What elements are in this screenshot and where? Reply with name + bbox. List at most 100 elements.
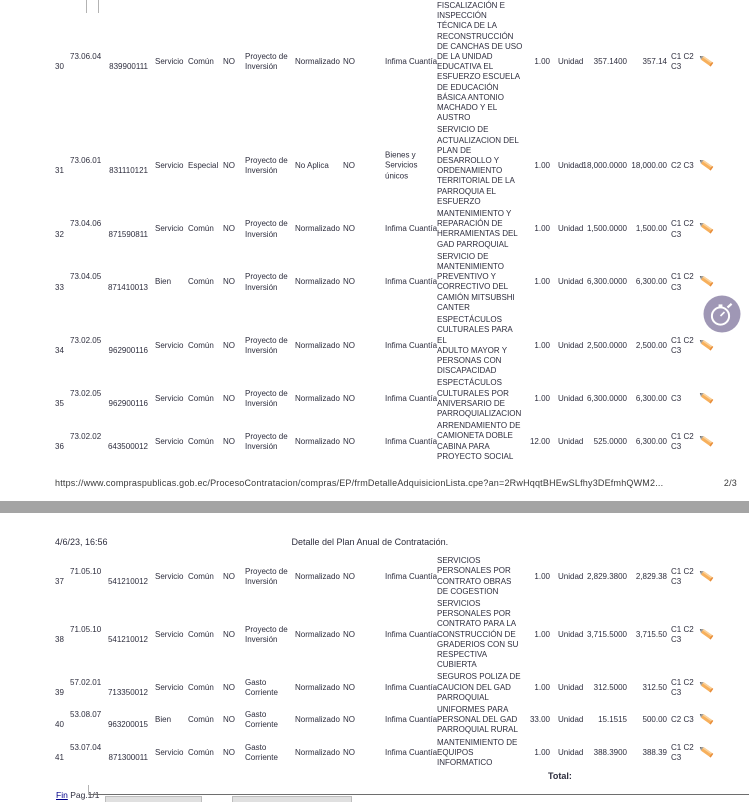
item-code: 541210012 [107, 634, 148, 644]
edit-pencil-icon[interactable] [698, 390, 716, 407]
item-code: 839900111 [109, 62, 148, 72]
normalizado-label: Normalizado [295, 340, 340, 350]
budget-code: 53.07.04 [70, 742, 102, 752]
edit-button[interactable] [698, 712, 716, 729]
edit-button[interactable] [698, 433, 716, 450]
edit-pencil-icon[interactable] [698, 679, 716, 696]
tipo-presupuesto-cell: Proyecto de Inversión [245, 272, 288, 292]
description-cell: SERVICIO DE MANTENIMIENTO PREVENTIVO Y C… [437, 251, 515, 312]
budget-code: 73.06.04 [70, 52, 102, 62]
normalizado-cell: No Aplica NO [295, 161, 355, 171]
edit-pencil-icon[interactable] [698, 274, 716, 291]
item-code: 541210012 [107, 576, 148, 586]
flag-cell: NO [223, 393, 235, 403]
normalizado-cell: Normalizado NO [295, 394, 355, 404]
budget-code: 71.05.10 [70, 624, 102, 634]
edit-pencil-icon[interactable] [698, 626, 716, 643]
cantidad-cell: 1.00 [534, 340, 550, 350]
unidad-cell: Unidad [558, 571, 584, 581]
costo-unitario-cell: 388.3900 [593, 747, 627, 757]
normalizado-flag: NO [343, 277, 355, 287]
edit-button[interactable] [698, 158, 716, 175]
tipo-regimen-cell: Común [188, 715, 214, 725]
edit-pencil-icon[interactable] [698, 337, 716, 354]
tipo-compra-cell: Servicio [155, 436, 184, 446]
normalizado-flag: NO [343, 629, 355, 639]
edit-pencil-icon[interactable] [698, 54, 716, 71]
edit-pencil-icon[interactable] [698, 433, 716, 450]
unidad-cell: Unidad [558, 393, 584, 403]
edit-button[interactable] [698, 221, 716, 238]
edit-button[interactable] [698, 744, 716, 761]
tipo-presupuesto-cell: Proyecto de Inversión [245, 431, 288, 451]
edit-pencil-icon[interactable] [698, 712, 716, 729]
partida-cell: 73.06.04 30 839900111 [55, 52, 148, 72]
normalizado-flag: NO [343, 161, 355, 171]
flag-cell: NO [223, 224, 235, 234]
page-separator-bar [0, 501, 749, 514]
normalizado-cell: Normalizado NO [295, 57, 355, 67]
costo-unitario-cell: 525.0000 [593, 436, 627, 446]
budget-code: 73.04.06 [70, 219, 102, 229]
row-number-line: 33 871410013 [55, 282, 148, 292]
tipo-presupuesto-cell: Gasto Corriente [245, 710, 278, 730]
tipo-compra-cell: Servicio [155, 57, 184, 67]
costo-total-cell: 6,300.00 [635, 393, 667, 403]
costo-unitario-cell: 15.1515 [598, 715, 627, 725]
edit-button[interactable] [698, 626, 716, 643]
row-number-line: 39 713350012 [55, 688, 148, 698]
row-number-line: 34 962900116 [55, 346, 148, 356]
tipo-presupuesto-cell: Proyecto de Inversión [245, 156, 288, 176]
procedimiento-cell: Infima Cuantía [385, 277, 438, 287]
normalizado-flag: NO [343, 436, 355, 446]
normalizado-label: No Aplica [295, 161, 329, 171]
row-number-line: 37 541210012 [55, 577, 148, 587]
edit-pencil-icon[interactable] [698, 221, 716, 238]
row-number-line: 35 962900116 [55, 399, 148, 409]
normalizado-label: Normalizado [295, 629, 340, 639]
normalizado-cell: Normalizado NO [295, 436, 355, 446]
edit-button[interactable] [698, 679, 716, 696]
fin-link[interactable]: Fin [56, 790, 68, 801]
tipo-regimen-cell: Común [188, 277, 214, 287]
tipo-compra-cell: Servicio [155, 747, 184, 757]
item-code: 871410013 [107, 282, 148, 292]
normalizado-cell: Normalizado NO [295, 571, 355, 581]
tipo-regimen-cell: Común [188, 224, 214, 234]
table-row: SERVICIOS PERSONALES POR CONTRATO OBRAS … [0, 555, 749, 598]
cantidad-cell: 1.00 [534, 747, 550, 757]
tipo-regimen-cell: Común [188, 682, 214, 692]
edit-button[interactable] [698, 390, 716, 407]
stopwatch-overlay-icon[interactable] [703, 295, 741, 333]
partida-cell: 73.06.01 31 831110121 [55, 156, 148, 176]
table-row: MANTENIMIENTO DE EQUIPOS INFORMATICO 53.0… [0, 737, 749, 770]
costo-total-cell: 388.39 [642, 747, 667, 757]
row-number: 30 [55, 62, 64, 72]
edit-button[interactable] [698, 54, 716, 71]
procedimiento-cell: Infima Cuantía [385, 629, 438, 639]
partida-cell: 57.02.01 39 713350012 [55, 677, 148, 697]
cuatrimestre-cell: C1 C2 C3 [671, 431, 694, 451]
edit-pencil-icon[interactable] [698, 568, 716, 585]
costo-unitario-cell: 6,300.0000 [586, 393, 627, 403]
flag-cell: NO [223, 57, 235, 67]
footer-url: https://www.compraspublicas.gob.ec/Proce… [55, 477, 664, 488]
row-number-line: 32 871590811 [55, 229, 148, 239]
tipo-presupuesto-cell: Proyecto de Inversión [245, 219, 288, 239]
cuatrimestre-cell: C1 C2 C3 [671, 219, 694, 239]
edit-button[interactable] [698, 568, 716, 585]
edit-button[interactable] [698, 274, 716, 291]
row-number: 38 [55, 634, 64, 644]
table-row: SERVICIO DE MANTENIMIENTO PREVENTIVO Y C… [0, 251, 749, 314]
flag-cell: NO [223, 747, 235, 757]
description-cell: ESPECTÁCULOS CULTURALES PARA EL ADULTO M… [437, 315, 513, 376]
tipo-regimen-cell: Común [188, 57, 214, 67]
edit-pencil-icon[interactable] [698, 158, 716, 175]
row-number: 32 [55, 229, 64, 239]
edit-button[interactable] [698, 337, 716, 354]
row-number-line: 36 643500012 [55, 442, 148, 452]
tipo-regimen-cell: Común [188, 747, 214, 757]
tipo-presupuesto-cell: Proyecto de Inversión [245, 388, 288, 408]
edit-pencil-icon[interactable] [698, 744, 716, 761]
